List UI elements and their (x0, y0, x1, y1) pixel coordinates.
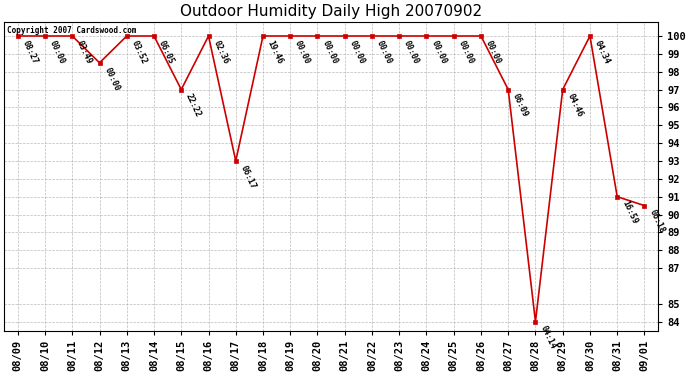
Text: 02:36: 02:36 (211, 39, 230, 65)
Text: 04:46: 04:46 (566, 92, 584, 119)
Text: 03:49: 03:49 (75, 39, 94, 65)
Text: 16:59: 16:59 (620, 200, 639, 226)
Text: 22:22: 22:22 (184, 92, 203, 119)
Text: 03:52: 03:52 (130, 39, 148, 65)
Text: 04:14: 04:14 (538, 324, 557, 351)
Text: 00:00: 00:00 (348, 39, 366, 65)
Text: 00:00: 00:00 (293, 39, 312, 65)
Text: 00:00: 00:00 (48, 39, 66, 65)
Text: 00:00: 00:00 (102, 66, 121, 92)
Text: 04:34: 04:34 (593, 39, 611, 65)
Text: Copyright 2007 Cardswood.com: Copyright 2007 Cardswood.com (8, 26, 137, 35)
Text: 06:05: 06:05 (157, 39, 175, 65)
Text: 00:00: 00:00 (484, 39, 502, 65)
Text: 00:00: 00:00 (375, 39, 393, 65)
Text: 08:27: 08:27 (21, 39, 39, 65)
Text: 00:00: 00:00 (320, 39, 339, 65)
Text: 00:00: 00:00 (429, 39, 448, 65)
Text: 00:00: 00:00 (457, 39, 475, 65)
Text: 19:46: 19:46 (266, 39, 284, 65)
Text: 06:09: 06:09 (511, 92, 530, 119)
Text: 06:17: 06:17 (239, 164, 257, 190)
Text: 00:00: 00:00 (402, 39, 421, 65)
Title: Outdoor Humidity Daily High 20070902: Outdoor Humidity Daily High 20070902 (180, 4, 482, 19)
Text: 06:18: 06:18 (647, 209, 666, 235)
